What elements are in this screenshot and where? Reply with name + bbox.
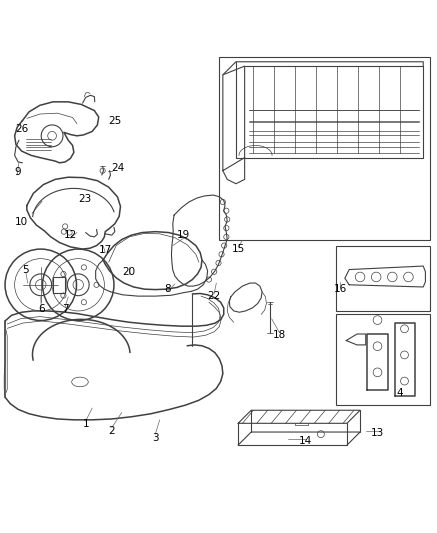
Text: 14: 14	[299, 436, 312, 446]
Bar	[218, 58, 430, 240]
Text: 9: 9	[14, 167, 21, 177]
Text: 15: 15	[232, 244, 245, 254]
Text: 10: 10	[15, 217, 28, 227]
Text: 20: 20	[123, 266, 136, 277]
Text: 23: 23	[78, 195, 91, 205]
Text: 3: 3	[152, 433, 159, 443]
Text: 13: 13	[371, 428, 385, 438]
Bar	[336, 314, 430, 405]
Text: 2: 2	[108, 426, 115, 436]
Text: 5: 5	[23, 265, 29, 275]
Text: 1: 1	[82, 419, 89, 429]
Text: 8: 8	[164, 284, 170, 294]
Text: 24: 24	[112, 164, 125, 173]
Text: 18: 18	[273, 330, 286, 341]
Text: 4: 4	[396, 388, 402, 398]
Text: 19: 19	[177, 230, 190, 240]
Text: 17: 17	[99, 245, 112, 255]
Text: 26: 26	[15, 124, 28, 134]
Text: 6: 6	[38, 304, 45, 314]
Text: 25: 25	[109, 116, 122, 126]
Text: 16: 16	[334, 284, 347, 294]
Bar	[336, 246, 430, 311]
Text: 22: 22	[208, 291, 221, 301]
Text: 12: 12	[64, 230, 77, 240]
Text: 7: 7	[62, 304, 69, 314]
